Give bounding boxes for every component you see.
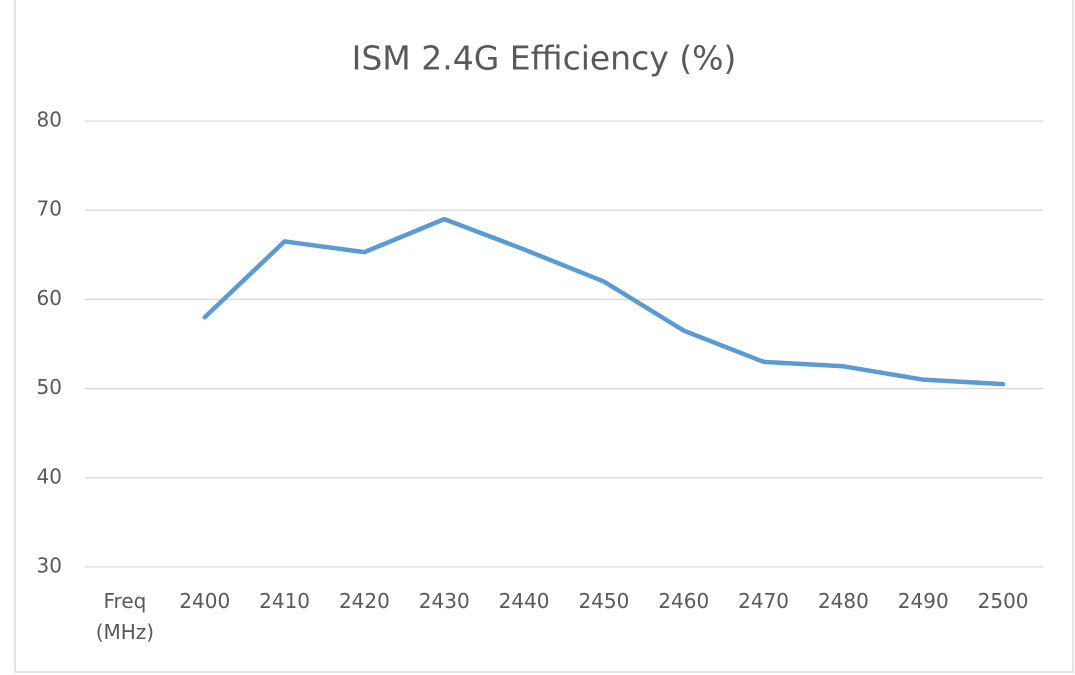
x-tick-label: 2490 [897,589,949,613]
chart-title: ISM 2.4G Efficiency (%) [352,39,737,78]
x-tick-label: 2430 [418,589,470,613]
x-tick-label: 2410 [259,589,311,613]
chart-border [14,0,1074,673]
y-tick-label: 50 [37,375,62,399]
x-tick-label: 2500 [977,589,1029,613]
y-tick-label: 80 [37,108,62,132]
x-tick-label: 2480 [817,589,869,613]
y-tick-label: 60 [37,286,62,310]
x-tick-label: Freq (MHz) [95,589,155,644]
series-line [202,216,1006,387]
y-tick-label: 30 [37,554,62,578]
x-tick-label: 2440 [498,589,550,613]
x-tick-label: 2460 [658,589,710,613]
y-tick-label: 70 [37,197,62,221]
x-tick-label: 2400 [179,589,231,613]
x-tick-label: 2420 [338,589,390,613]
y-tick-label: 40 [37,464,62,488]
x-tick-label: 2450 [578,589,630,613]
x-tick-label: 2470 [738,589,790,613]
